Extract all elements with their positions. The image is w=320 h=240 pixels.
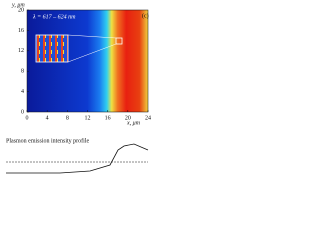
- x-tick-label: 4: [46, 115, 49, 121]
- plot-frame: [26, 9, 149, 113]
- x-axis-label: x, μm: [126, 120, 141, 126]
- x-tick-label: 20: [125, 115, 131, 121]
- profile-curve: [6, 143, 149, 174]
- y-tick-label: 20: [18, 7, 24, 13]
- axes: 0 4 8 12 16 20 24 0 4 8 12 16 20: [18, 7, 151, 121]
- x-tick-label: 8: [66, 115, 69, 121]
- inset-image: [35, 34, 69, 63]
- zoom-line: [67, 34, 117, 39]
- x-tick-label: 12: [85, 115, 91, 121]
- figure: λ = 617 – 624 nm (c) y, μm x, μm 0 4 8 12 16…: [6, 2, 151, 174]
- y-tick-label: 8: [21, 69, 24, 75]
- panel-label: (c): [142, 12, 149, 19]
- zoom-box: [115, 37, 123, 45]
- x-tick-label: 16: [105, 115, 111, 121]
- y-axis-label: y, μm: [11, 2, 25, 8]
- y-tick-label: 0: [21, 109, 24, 115]
- annotation: λ = 617 – 624 nm: [32, 13, 76, 20]
- x-tick-label: 24: [145, 115, 151, 121]
- x-tick-label: 0: [26, 115, 29, 121]
- profile-title: Plasmon emission intensity profile: [6, 137, 89, 144]
- y-tick-label: 16: [18, 28, 24, 34]
- zoom-line: [67, 43, 117, 63]
- y-tick-label: 12: [18, 48, 24, 54]
- y-tick-label: 4: [21, 89, 24, 95]
